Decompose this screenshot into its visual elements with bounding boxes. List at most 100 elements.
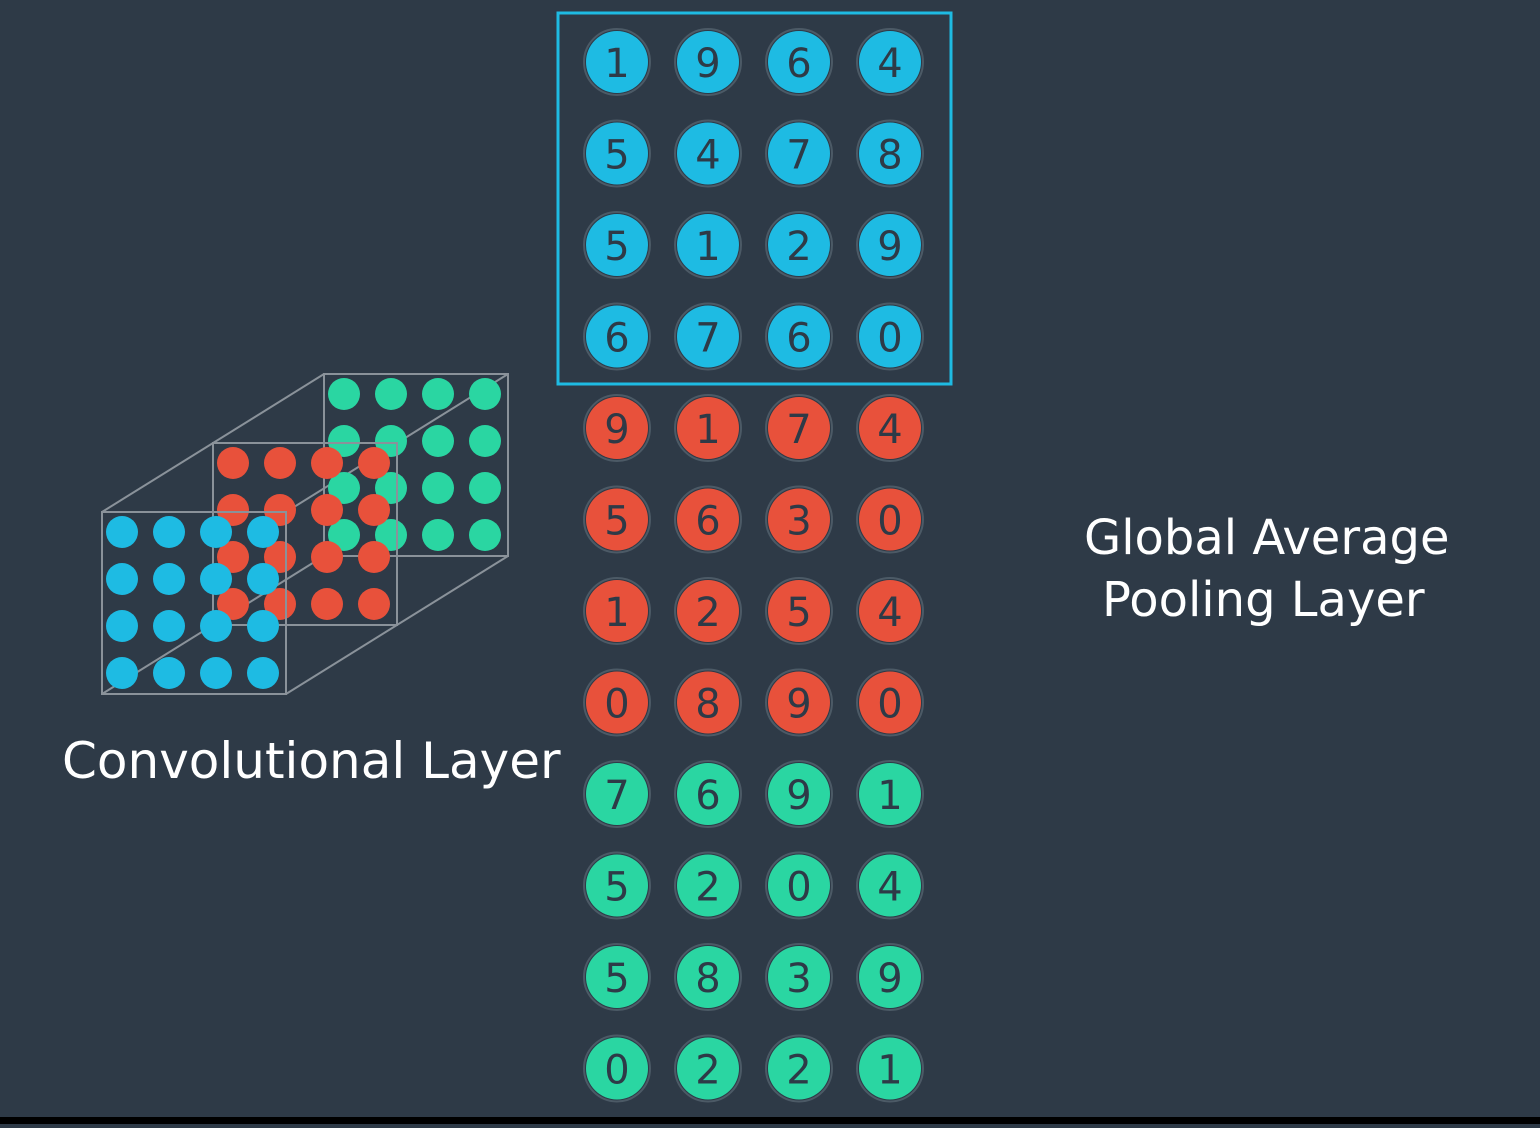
- circle-outline: [765, 577, 833, 645]
- green-cube-dot: [469, 425, 501, 457]
- circle-outline: [674, 1034, 742, 1103]
- blue-value-label: 0: [877, 316, 902, 362]
- blue-value-label: 9: [695, 41, 720, 87]
- green-value-circle: [768, 946, 830, 1008]
- green-value-circle: [586, 1037, 648, 1100]
- circle-outline: [765, 1034, 833, 1103]
- green-value-label: 2: [786, 1048, 811, 1094]
- blue-value-circle: [859, 122, 921, 185]
- red-value-circle: [586, 397, 648, 459]
- green-value-label: 1: [877, 1048, 902, 1094]
- circle-outline: [674, 668, 742, 737]
- cube-face-blue: [101, 511, 287, 695]
- blue-cube-dot: [153, 610, 185, 642]
- green-value-circle: [768, 854, 830, 917]
- blue-cube-dot: [106, 657, 138, 689]
- blue-value-label: 9: [877, 224, 902, 270]
- green-value-label: 5: [604, 956, 629, 1002]
- red-value-label: 0: [877, 499, 902, 545]
- blue-cube-dot: [200, 563, 232, 595]
- blue-value-circle: [677, 122, 739, 185]
- circle-outline: [583, 1034, 651, 1103]
- green-value-circle: [859, 1037, 921, 1100]
- green-value-label: 9: [786, 773, 811, 819]
- green-value-label: 2: [695, 1048, 720, 1094]
- blue-value-circle: [768, 122, 830, 185]
- red-value-circle: [586, 580, 648, 642]
- circle-outline: [583, 302, 651, 371]
- red-value-circle: [768, 397, 830, 459]
- green-value-circle: [768, 1037, 830, 1100]
- bottom-bar: [0, 1117, 1540, 1124]
- red-value-label: 9: [786, 682, 811, 728]
- blue-cube-dot: [200, 610, 232, 642]
- circle-outline: [583, 211, 651, 279]
- blue-cube-dot: [106, 516, 138, 548]
- circle-outline: [674, 302, 742, 371]
- red-value-circle: [859, 488, 921, 551]
- blue-cube-dot: [247, 563, 279, 595]
- green-cube-dot: [422, 472, 454, 504]
- red-cube-dot: [358, 447, 390, 479]
- blue-cube-dot: [200, 516, 232, 548]
- circle-outline: [674, 577, 742, 645]
- red-value-label: 1: [695, 407, 720, 453]
- blue-cube-dot: [247, 657, 279, 689]
- circle-outline: [583, 851, 651, 920]
- green-value-label: 3: [786, 956, 811, 1002]
- blue-value-label: 6: [786, 41, 811, 87]
- circle-outline: [856, 577, 924, 645]
- highlight-box: [556, 11, 953, 386]
- circle-outline: [583, 119, 651, 188]
- green-value-circle: [768, 763, 830, 825]
- red-cube-dot: [358, 541, 390, 573]
- green-value-circle: [859, 763, 921, 825]
- red-value-label: 5: [786, 590, 811, 636]
- red-value-circle: [677, 580, 739, 642]
- green-value-circle: [677, 854, 739, 917]
- circle-outline: [674, 119, 742, 188]
- blue-cube-dot: [247, 610, 279, 642]
- green-cube-dot: [375, 519, 407, 551]
- blue-value-label: 1: [695, 224, 720, 270]
- blue-value-circle: [586, 305, 648, 368]
- circle-outline: [583, 943, 651, 1011]
- blue-value-label: 5: [604, 133, 629, 179]
- red-value-circle: [677, 671, 739, 734]
- red-value-circle: [677, 397, 739, 459]
- blue-value-label: 7: [786, 133, 811, 179]
- green-cube-dot: [328, 425, 360, 457]
- red-cube-dot: [264, 588, 296, 620]
- blue-value-circle: [677, 31, 739, 93]
- red-value-label: 0: [604, 682, 629, 728]
- green-cube-dot: [422, 519, 454, 551]
- red-value-circle: [768, 580, 830, 642]
- circle-outline: [674, 394, 742, 462]
- circle-outline: [856, 302, 924, 371]
- green-value-label: 0: [604, 1048, 629, 1094]
- circle-outline: [765, 668, 833, 737]
- gap-label-line1: Global Average: [1084, 510, 1450, 566]
- green-cube-dot: [469, 378, 501, 410]
- circle-outline: [856, 394, 924, 462]
- blue-cube-dot: [247, 516, 279, 548]
- conv-layer-label: Convolutional Layer: [62, 732, 561, 790]
- red-value-label: 7: [786, 407, 811, 453]
- blue-value-circle: [768, 214, 830, 276]
- red-cube-dot: [358, 494, 390, 526]
- circle-outline: [583, 668, 651, 737]
- green-cube-dot: [328, 519, 360, 551]
- red-value-label: 6: [695, 499, 720, 545]
- red-value-circle: [859, 671, 921, 734]
- circle-outline: [583, 394, 651, 462]
- circle-outline: [765, 943, 833, 1011]
- circle-outline: [765, 851, 833, 920]
- circle-outline: [856, 28, 924, 96]
- green-value-circle: [859, 854, 921, 917]
- green-cube-dot: [422, 378, 454, 410]
- green-value-circle: [586, 946, 648, 1008]
- gap-label-line2: Pooling Layer: [1102, 572, 1425, 628]
- circle-outline: [856, 1034, 924, 1103]
